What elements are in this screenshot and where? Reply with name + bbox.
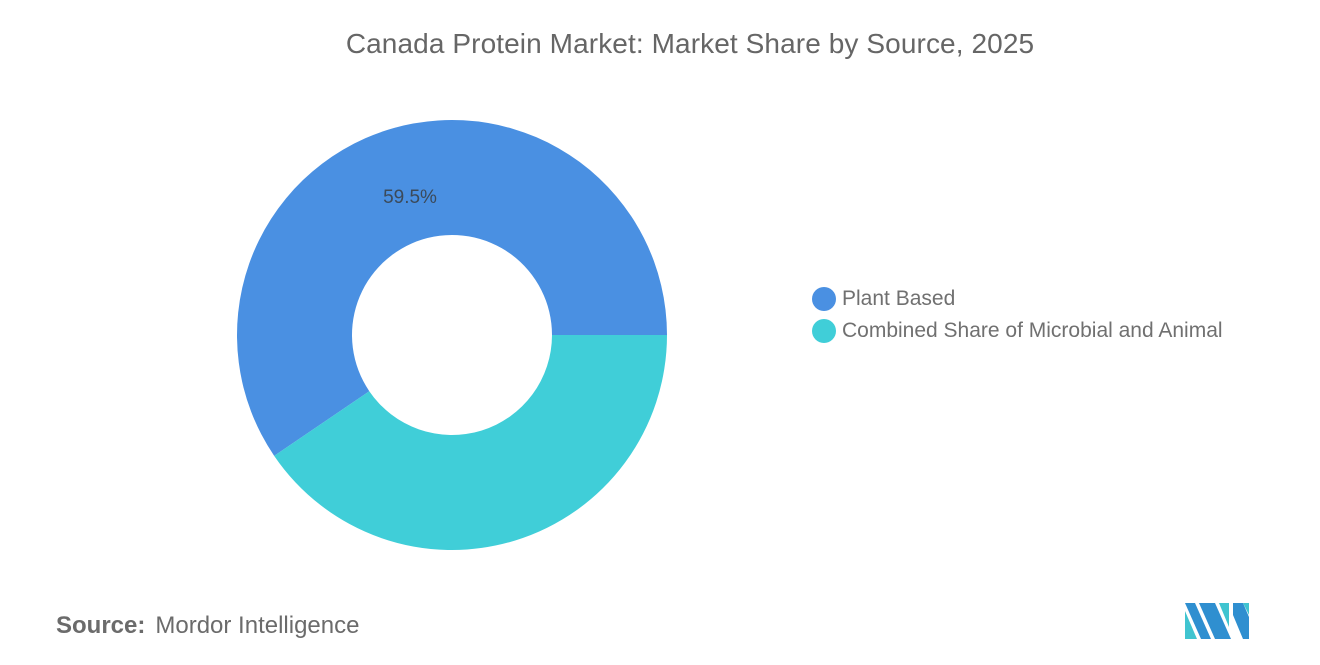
legend-label: Combined Share of Microbial and Animal [842,319,1223,342]
source-key: Source: [56,612,146,639]
legend-swatch-microbial-animal-icon [812,319,836,343]
legend: Plant Based Combined Share of Microbial … [812,283,1223,347]
source-value: Mordor Intelligence [155,612,360,639]
donut-slice-microbial-animal[interactable] [274,335,667,551]
donut-slices [237,120,668,551]
legend-item-plant-based[interactable]: Plant Based [812,283,1223,315]
chart-title: Canada Protein Market: Market Share by S… [345,28,1035,59]
donut-slice-plant-based[interactable] [237,120,668,456]
legend-label: Plant Based [842,287,956,310]
slice-label-plant-based: 59.5% [383,187,437,208]
mordor-intelligence-logo-icon [1185,603,1249,639]
legend-swatch-plant-based-icon [812,287,836,311]
source-footer: Source: Mordor Intelligence [56,612,359,640]
legend-item-microbial-animal[interactable]: Combined Share of Microbial and Animal [812,315,1223,347]
